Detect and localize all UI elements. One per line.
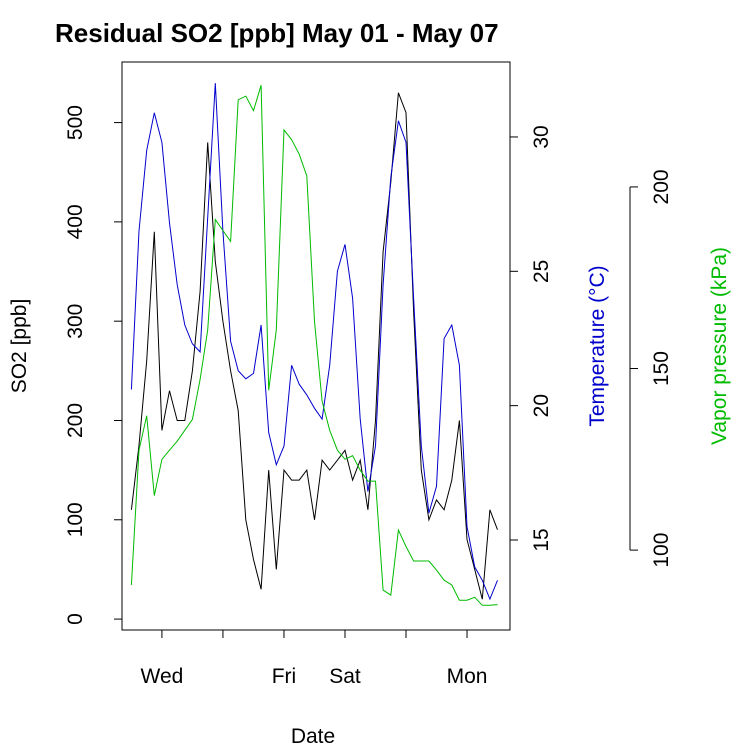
series-line — [130, 85, 498, 606]
tick-label: 200 — [64, 403, 87, 438]
x-tick-label: Fri — [272, 665, 297, 688]
tick-label: 150 — [650, 351, 673, 386]
y3-axis-title: Vapor pressure (kPa) — [708, 247, 731, 445]
tick-label: 20 — [530, 394, 553, 417]
x-tick-label: Wed — [141, 665, 184, 688]
tick-label: 300 — [64, 304, 87, 339]
series-line — [130, 83, 498, 601]
tick-label: 500 — [64, 105, 87, 140]
y2-axis-title: Temperature (°C) — [586, 265, 609, 426]
tick-label: 100 — [650, 533, 673, 568]
tick-label: 200 — [650, 169, 673, 204]
tick-label: 30 — [530, 125, 553, 148]
y-axis-title: SO2 [ppb] — [8, 299, 31, 394]
plot-box — [121, 61, 511, 631]
x-tick-label: Sat — [329, 665, 361, 688]
x-tick-label: Mon — [447, 665, 488, 688]
chart-title: Residual SO2 [ppb] May 01 - May 07 — [55, 18, 499, 48]
tick-label: 15 — [530, 528, 553, 551]
series-line — [130, 92, 498, 600]
tick-label: 400 — [64, 204, 87, 239]
x-axis-title: Date — [291, 725, 335, 748]
tick-label: 0 — [64, 613, 87, 625]
tick-label: 100 — [64, 502, 87, 537]
tick-label: 25 — [530, 260, 553, 283]
